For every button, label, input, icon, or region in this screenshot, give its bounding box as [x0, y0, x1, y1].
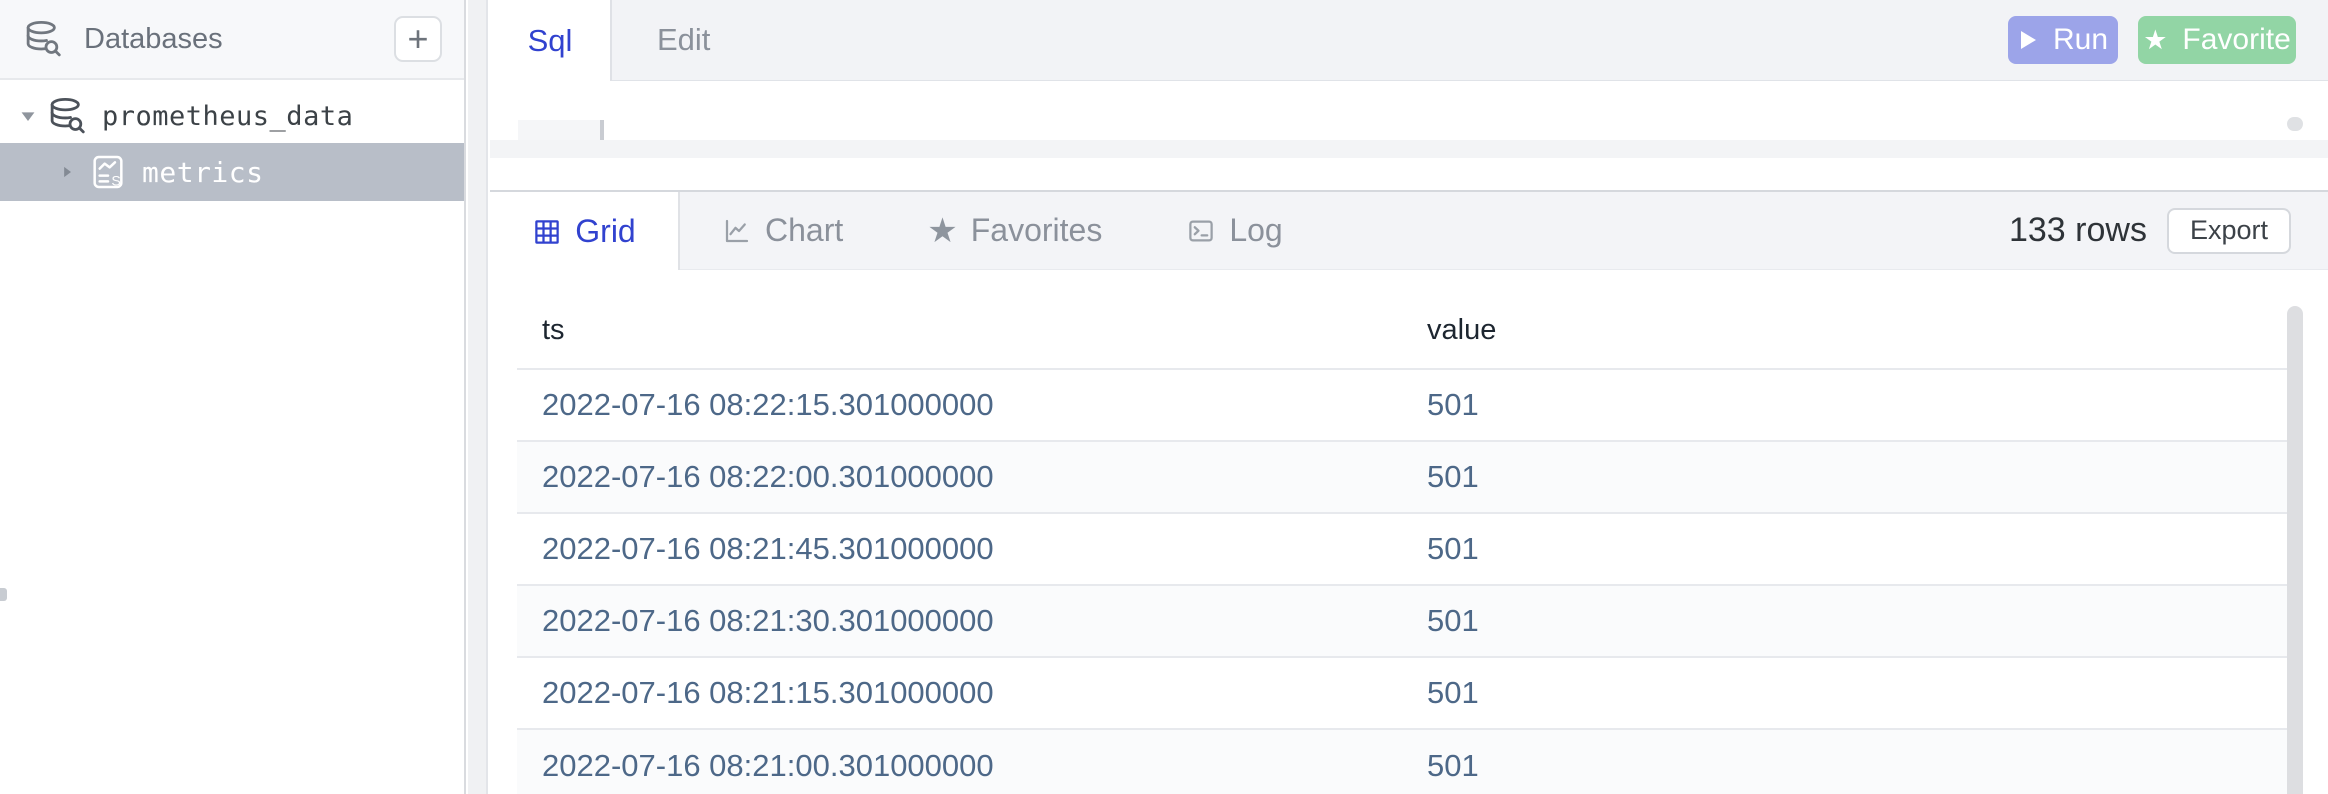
- cell-ts[interactable]: 2022-07-16 08:22:00.301000000: [517, 440, 1402, 513]
- grid-scrollbar-thumb[interactable]: [2287, 306, 2303, 794]
- favorite-button[interactable]: ★ Favorite: [2138, 16, 2296, 64]
- cell-value[interactable]: 501: [1402, 368, 2287, 441]
- cell-value[interactable]: 501: [1402, 728, 2287, 794]
- cell-ts[interactable]: 2022-07-16 08:22:15.301000000: [517, 368, 1402, 441]
- table-row[interactable]: 2022-07-16 08:21:45.301000000 501: [517, 512, 2287, 585]
- editor-scroll-track: [490, 140, 2328, 158]
- play-icon: [2020, 31, 2036, 49]
- table-row[interactable]: 2022-07-16 08:21:00.301000000 501: [517, 728, 2287, 794]
- cell-value[interactable]: 501: [1402, 584, 2287, 657]
- cell-ts[interactable]: 2022-07-16 08:21:30.301000000: [517, 584, 1402, 657]
- results-table: ts value 2022-07-16 08:22:15.301000000 5…: [517, 293, 2287, 794]
- main-panel: Sql Edit Run ★ Favorite: [490, 0, 2328, 794]
- export-button[interactable]: Export: [2166, 207, 2291, 254]
- add-database-button[interactable]: +: [394, 16, 442, 62]
- chart-icon: [725, 219, 749, 242]
- chevron-right-icon[interactable]: [59, 164, 75, 180]
- sidebar-resize-handle[interactable]: [0, 588, 7, 601]
- tab-label: Edit: [657, 22, 711, 57]
- tab-chart[interactable]: Chart: [680, 192, 885, 269]
- tab-edit[interactable]: Edit: [612, 0, 755, 80]
- tree-item-label: prometheus_data: [102, 100, 354, 132]
- table-header-row: ts value: [517, 293, 2287, 369]
- editor-gutter: [518, 120, 604, 140]
- table-row[interactable]: 2022-07-16 08:21:30.301000000 501: [517, 584, 2287, 657]
- sql-editor[interactable]: [490, 81, 2328, 189]
- column-header-ts[interactable]: ts: [542, 314, 565, 346]
- tree-item-label: metrics: [142, 155, 264, 189]
- metrics-table-icon: S: [93, 155, 123, 189]
- cell-ts[interactable]: 2022-07-16 08:21:15.301000000: [517, 656, 1402, 729]
- database-sidebar: Databases + prometheus_data: [0, 0, 466, 794]
- cell-value[interactable]: 501: [1402, 512, 2287, 585]
- results-tabbar: Grid Chart ★ Favorites: [490, 192, 2328, 271]
- cell-value[interactable]: 501: [1402, 656, 2287, 729]
- column-header-value[interactable]: value: [1427, 314, 1497, 346]
- tab-log[interactable]: Log: [1144, 192, 1324, 269]
- tree-item-table-selected[interactable]: S metrics: [0, 143, 464, 201]
- run-button-label: Run: [2052, 23, 2109, 56]
- cell-ts[interactable]: 2022-07-16 08:21:45.301000000: [517, 512, 1402, 585]
- favorite-button-label: Favorite: [2182, 23, 2291, 56]
- table-row[interactable]: 2022-07-16 08:21:15.301000000 501: [517, 656, 2287, 729]
- editor-tabbar: Sql Edit Run ★ Favorite: [490, 0, 2328, 82]
- plus-icon: +: [407, 18, 429, 59]
- table-row[interactable]: 2022-07-16 08:22:15.301000000 501: [517, 368, 2287, 441]
- results-panel: Grid Chart ★ Favorites: [490, 190, 2328, 794]
- results-meta: 133 rows Export: [2009, 192, 2328, 269]
- tab-label: Sql: [527, 23, 573, 58]
- grid-view: ts value 2022-07-16 08:22:15.301000000 5…: [490, 270, 2328, 794]
- svg-text:S: S: [111, 173, 120, 189]
- star-icon: ★: [2143, 24, 2168, 55]
- database-icon: [50, 97, 85, 134]
- tab-sql[interactable]: Sql: [490, 0, 612, 82]
- panel-splitter[interactable]: [468, 0, 488, 794]
- tab-label: Chart: [765, 212, 844, 248]
- editor-scrollbar-thumb[interactable]: [2287, 117, 2303, 131]
- database-search-icon: [26, 20, 61, 57]
- run-button[interactable]: Run: [2008, 16, 2118, 64]
- cell-ts[interactable]: 2022-07-16 08:21:00.301000000: [517, 728, 1402, 794]
- chevron-down-icon[interactable]: [18, 106, 38, 126]
- tab-label: Grid: [575, 213, 636, 249]
- table-row[interactable]: 2022-07-16 08:22:00.301000000 501: [517, 440, 2287, 513]
- tree-item-database[interactable]: prometheus_data: [0, 89, 464, 143]
- database-tree: prometheus_data S metrics: [0, 80, 464, 201]
- tab-grid[interactable]: Grid: [490, 192, 680, 271]
- editor-actions: Run ★ Favorite: [2008, 0, 2328, 80]
- tab-label: Log: [1229, 212, 1283, 248]
- cell-value[interactable]: 501: [1402, 440, 2287, 513]
- grid-icon: [535, 219, 560, 244]
- tab-label: Favorites: [970, 212, 1103, 248]
- tab-favorites[interactable]: ★ Favorites: [885, 192, 1144, 269]
- log-terminal-icon: [1189, 220, 1214, 241]
- sidebar-title: Databases: [84, 22, 223, 55]
- row-count: 133 rows: [2008, 211, 2147, 249]
- star-icon: ★: [927, 210, 958, 251]
- sidebar-header: Databases +: [0, 0, 464, 80]
